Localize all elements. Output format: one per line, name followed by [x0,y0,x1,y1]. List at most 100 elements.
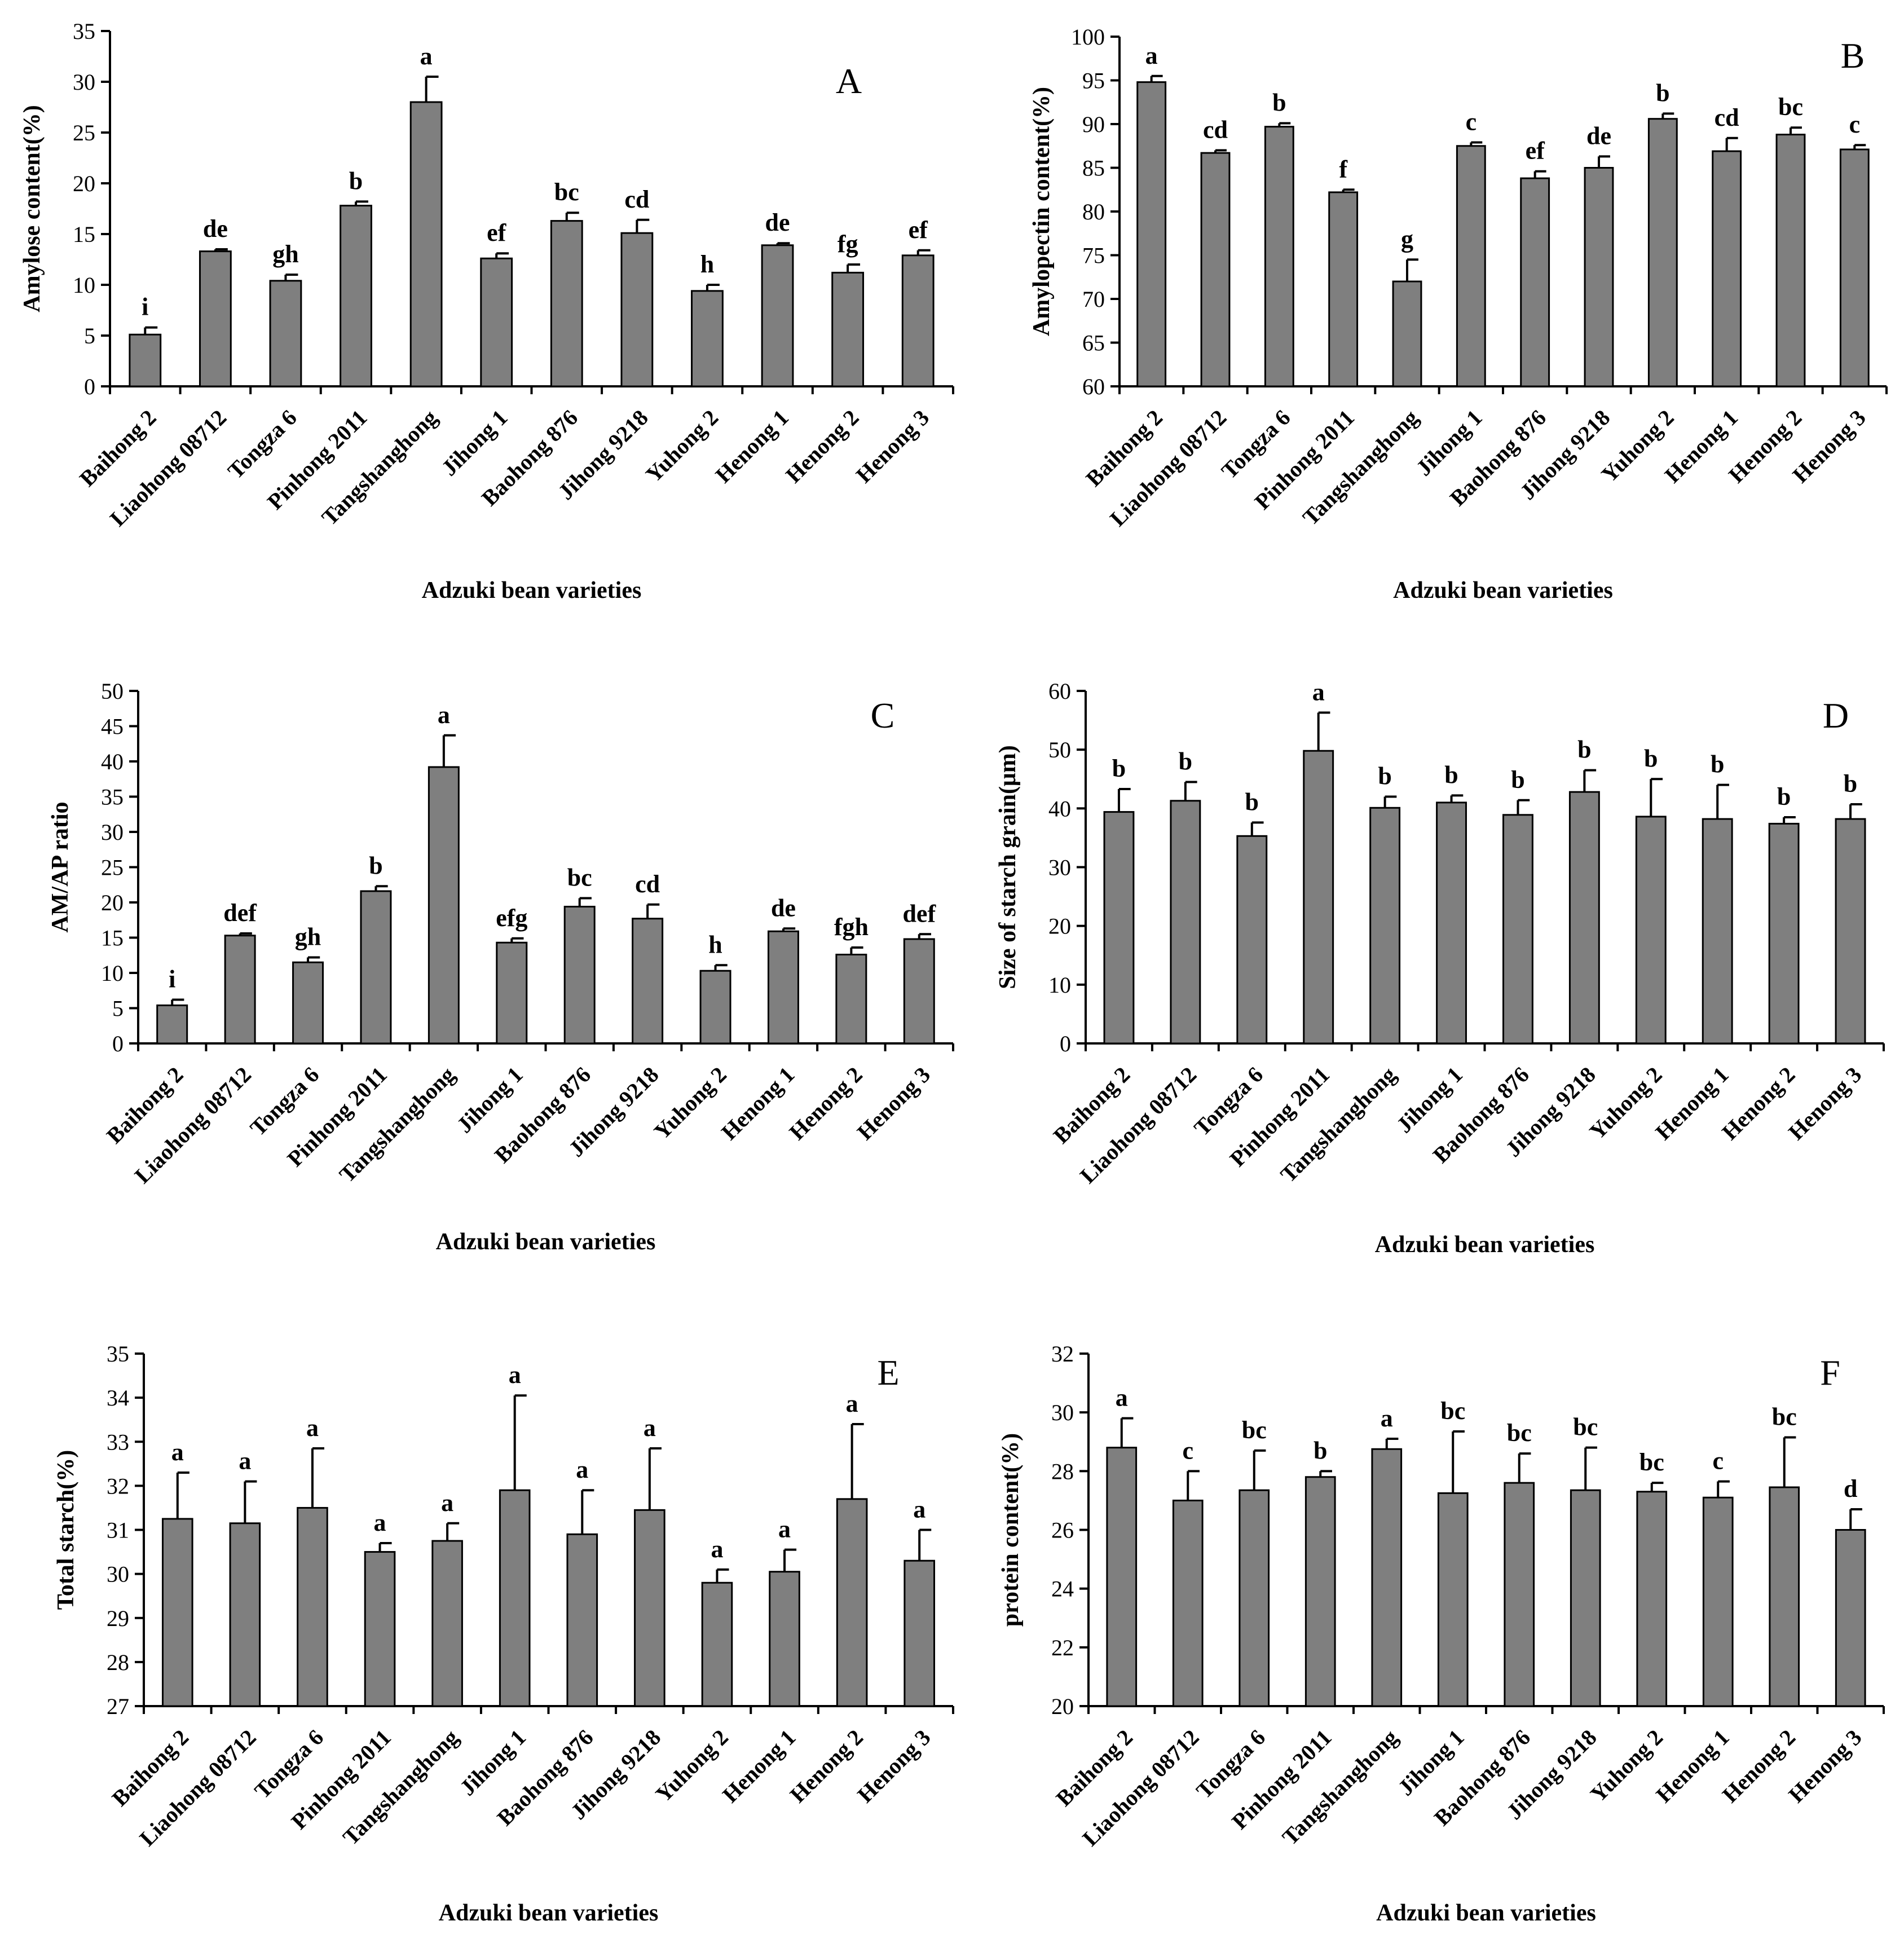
significance-label: de [771,894,796,922]
category-label: Henong 1 [711,405,794,488]
significance-label: a [1145,42,1158,69]
significance-label: i [142,293,148,321]
y-tick-label: 5 [84,323,95,349]
significance-label: h [708,931,722,958]
significance-label: bc [1440,1397,1465,1425]
significance-label: bc [1772,1403,1797,1430]
y-tick-label: 30 [107,1562,129,1587]
significance-label: bc [1242,1416,1267,1444]
category-label: Henong 3 [1783,1062,1866,1145]
significance-label: ef [487,219,507,246]
significance-label: b [1444,761,1458,788]
bar-baohong-876 [1502,814,1533,1045]
bar-jihong-9218 [1584,167,1614,387]
bar-henong-3 [1839,148,1870,387]
bar-tangshanghong [1369,807,1401,1045]
x-axis-title: Adzuki bean varieties [436,1229,656,1255]
bar-tangshanghong [427,766,460,1045]
significance-label: a [171,1438,184,1466]
bar-henong-1 [761,244,794,387]
significance-label: b [1656,79,1669,107]
significance-label: c [1466,108,1477,136]
bar-henong-1 [1702,818,1733,1045]
category-label: Tangshanghong [1275,1062,1401,1188]
bar-henong-2 [1768,822,1800,1045]
significance-label: a [644,1414,656,1442]
category-label: Tangshanghong [338,1725,464,1851]
significance-label: b [1844,770,1857,798]
bar-liaohong-08712 [1170,800,1201,1045]
bar-pinhong-2011 [1303,750,1334,1045]
y-tick-label: 28 [1051,1459,1074,1484]
bar-tangshanghong [409,101,443,387]
significance-label: bc [1507,1419,1532,1447]
significance-label: bc [1778,93,1803,121]
y-tick-label: 40 [1048,796,1071,821]
x-axis-title: Adzuki bean varieties [439,1900,659,1926]
bar-henong-2 [831,271,865,387]
significance-label: ef [1526,137,1546,165]
y-axis-title: AM/AP ratio [47,801,73,932]
bar-jihong-9218 [1570,1489,1601,1707]
significance-label: fgh [834,913,869,941]
bar-baihong-2 [161,1518,193,1707]
significance-label: bc [554,178,579,206]
category-label: Henong 2 [785,1725,868,1808]
significance-label: de [203,215,228,243]
y-tick-label: 25 [73,120,95,146]
bar-yuhong-2 [1635,816,1667,1045]
bar-tangshanghong [1392,280,1422,387]
y-tick-label: 27 [107,1694,129,1719]
bar-yuhong-2 [1636,1491,1668,1707]
significance-label: b [1711,751,1724,778]
significance-label: i [169,966,175,993]
significance-label: b [1179,747,1192,775]
significance-label: ef [909,216,929,244]
significance-label: c [1849,111,1861,138]
category-label: Henong 1 [1651,1725,1734,1808]
bar-tongza-6 [292,961,324,1045]
bar-henong-3 [903,1559,936,1707]
y-tick-label: 95 [1082,68,1105,94]
panel-letter: A [836,61,862,101]
y-tick-label: 35 [107,1341,129,1367]
bar-baihong-2 [1103,811,1135,1045]
significance-label: cd [1203,116,1228,144]
y-tick-label: 22 [1051,1635,1074,1660]
significance-label: a [1381,1404,1393,1432]
bar-baihong-2 [156,1004,188,1045]
category-label: Tangshanghong [1277,1725,1403,1851]
category-label: Henong 2 [781,405,863,488]
category-label: Liaohong 08712 [1077,1725,1204,1851]
bar-henong-2 [835,954,867,1045]
bar-liaohong-08712 [229,1522,261,1707]
y-tick-label: 60 [1082,374,1105,399]
significance-label: b [1314,1437,1327,1464]
bar-baohong-876 [550,220,583,387]
panel-letter: C [871,695,895,735]
bar-liaohong-08712 [199,250,232,387]
y-tick-label: 60 [1048,678,1071,704]
significance-label: fg [838,230,858,258]
y-tick-label: 34 [107,1385,129,1411]
category-label: Henong 2 [1717,1725,1800,1808]
category-label: Liaohong 08712 [130,1062,256,1188]
y-tick-label: 50 [1048,737,1071,763]
bar-jihong-1 [1437,1492,1469,1707]
y-axis-title: Total starch(%) [53,1450,79,1610]
y-tick-label: 10 [73,272,95,298]
bar-baihong-2 [129,333,162,387]
bar-jihong-9218 [1568,791,1600,1045]
category-label: Liaohong 08712 [1105,405,1231,531]
bar-baohong-876 [1504,1482,1535,1707]
bar-jihong-1 [496,941,528,1045]
y-tick-label: 30 [1048,855,1071,880]
bar-liaohong-08712 [224,935,256,1045]
significance-label: a [441,1489,453,1517]
y-axis-title: protein content(%) [998,1433,1024,1627]
y-tick-label: 0 [84,374,95,399]
significance-label: a [438,701,450,729]
